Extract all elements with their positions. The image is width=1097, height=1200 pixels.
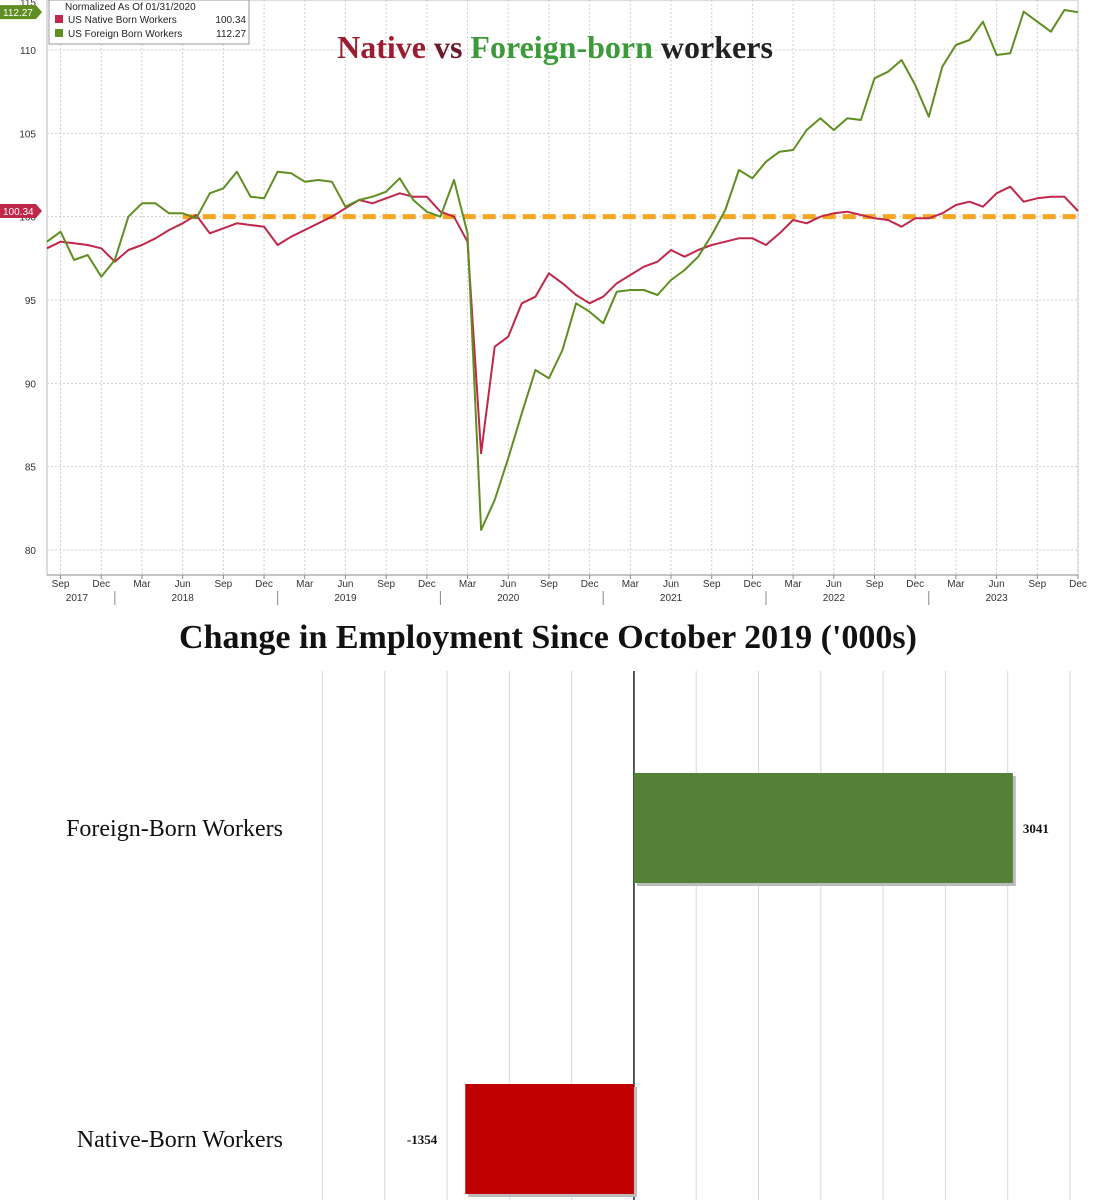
series-line-native [46, 185, 1079, 455]
x-tick-label: Dec [418, 579, 436, 590]
x-tick-label: Dec [92, 579, 110, 590]
line-chart-background [0, 0, 1097, 606]
value-tag-text: 100.34 [3, 207, 34, 218]
value-tag-text: 112.27 [3, 8, 33, 19]
x-tick-label: Jun [337, 579, 353, 590]
x-tick-label: Sep [866, 579, 884, 590]
bar-labels-group: 3041 Foreign-Born Workers -1354 Native-Born… [66, 816, 1049, 1153]
line-chart: 80 85 90 95 100 105 110 115 Sep Dec Mar Jun Sep Dec M… [0, 0, 1097, 606]
x-tick-label: Sep [540, 579, 558, 590]
x-tick-label: Dec [581, 579, 599, 590]
chart-title: Native vs Foreign-born workers [337, 29, 773, 65]
bar-category-label: Foreign-Born Workers [66, 816, 283, 842]
series-line-foreign [46, 9, 1079, 531]
bar-chart-title: Change in Employment Since October 2019 … [179, 619, 917, 656]
legend-swatch-foreign [55, 29, 63, 37]
x-tick-label: Jun [663, 579, 679, 590]
x-year-label: 2021 [660, 593, 683, 604]
x-tick-label: Dec [255, 579, 273, 590]
x-year-label: 2017 [66, 593, 89, 604]
y-tick-label-partial: 115 [20, 0, 36, 9]
series-group [46, 9, 1079, 531]
title-workers: workers [653, 29, 773, 65]
x-tick-label: Jun [826, 579, 842, 590]
bar-native-born [465, 1084, 634, 1194]
y-tick-label: 85 [25, 463, 37, 474]
title-native: Native [337, 29, 426, 65]
x-year-label: 2022 [823, 593, 846, 604]
x-tick-label: Sep [1028, 579, 1046, 590]
bar-value-label: 3041 [1023, 821, 1049, 836]
x-tick-label: Mar [133, 579, 151, 590]
title-vs: vs [426, 29, 470, 65]
x-year-label: 2020 [497, 593, 520, 604]
y-tick-label: 95 [25, 296, 37, 307]
x-tick-label: Sep [377, 579, 395, 590]
x-year-label: 2019 [334, 593, 357, 604]
y-tick-label: 100 [19, 213, 36, 224]
x-tick-label: Mar [947, 579, 965, 590]
bar-foreign-born [633, 773, 1013, 883]
y-axis-ticks: 80 85 90 95 100 105 110 115 [19, 0, 36, 557]
bar-category-label: Native-Born Workers [77, 1127, 283, 1153]
bar-chart: Change in Employment Since October 2019 … [0, 606, 1097, 1200]
legend-native-value: 100.34 [215, 15, 246, 26]
x-tick-label: Dec [906, 579, 924, 590]
y-tick-label: 90 [25, 379, 37, 390]
y-tick-label: 110 [20, 46, 36, 57]
x-tick-label: Jun [175, 579, 191, 590]
x-tick-label: Mar [622, 579, 640, 590]
x-year-label: 2023 [985, 593, 1008, 604]
x-tick-label: Mar [785, 579, 803, 590]
value-tag-foreign: 112.27 [0, 5, 42, 20]
x-tick-label: Sep [703, 579, 721, 590]
x-tick-label: Mar [296, 579, 314, 590]
x-tick-label: Jun [500, 579, 516, 590]
legend: Normalized As Of 01/31/2020 US Native Bo… [48, 0, 250, 45]
y-tick-label: 105 [19, 129, 36, 140]
x-year-label: 2018 [172, 593, 195, 604]
legend-swatch-native [55, 15, 63, 23]
y-tick-label: 80 [25, 546, 37, 557]
title-foreign-born: Foreign-born [470, 29, 653, 65]
x-tick-label: Sep [214, 579, 232, 590]
value-tag-shape [0, 204, 42, 218]
value-tag-shape [0, 5, 42, 20]
bar-chart-grid [321, 671, 1071, 1200]
legend-foreign-value: 112.27 [216, 29, 246, 40]
bars-group [465, 773, 1016, 1197]
bar-value-label: -1354 [407, 1132, 438, 1147]
legend-foreign-name: US Foreign Born Workers [68, 29, 182, 40]
x-tick-label: Jun [989, 579, 1005, 590]
legend-header: Normalized As Of 01/31/2020 [65, 2, 196, 13]
legend-native-name: US Native Born Workers [68, 15, 177, 26]
x-tick-label: Dec [744, 579, 762, 590]
legend-box [48, 0, 250, 45]
value-tag-native: 100.34 [0, 204, 42, 218]
x-tick-label: Mar [459, 579, 477, 590]
svg-text:Native vs Foreign-born workers: Native vs Foreign-born workers [337, 29, 773, 65]
value-tags: 100.34 112.27 [0, 5, 42, 218]
x-tick-label: Sep [52, 579, 70, 590]
x-tick-label: Dec [1069, 579, 1087, 590]
x-axis-ticks: Sep Dec Mar Jun Sep Dec Mar Jun Sep Dec Mar Jun Sep D… [47, 574, 1087, 605]
